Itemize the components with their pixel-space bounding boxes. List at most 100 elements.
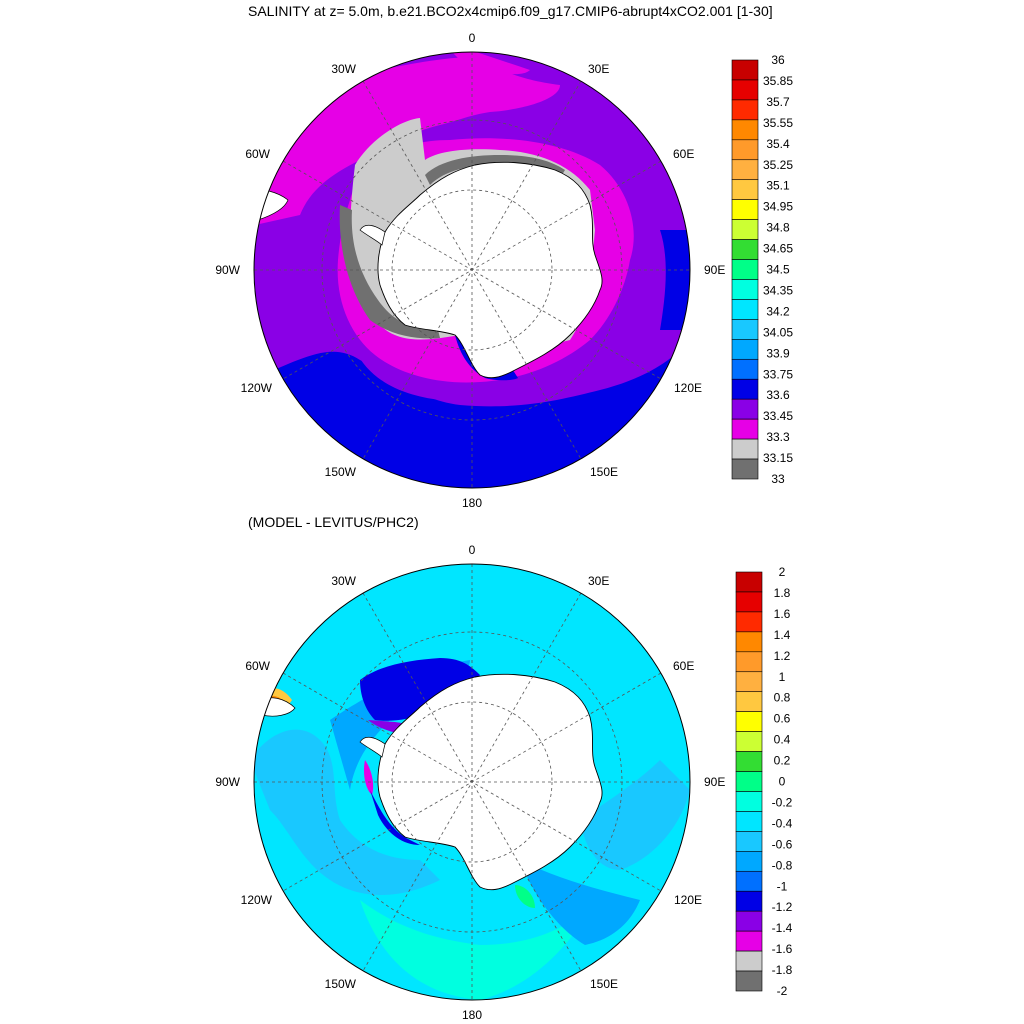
diff-fill-minus-1-6-peninsula [363,760,374,795]
graticule-diff [254,564,690,1000]
salinity-colorbar-swatch [731,378,759,400]
salinity-colorbar-tick-label: 33.75 [763,367,793,381]
ocean-fill-33-low-west [339,205,440,339]
label-120w: 120W [241,381,273,395]
difference-colorbar-tick-label: 1.4 [774,628,791,642]
ocean-fill-33-low-north [425,155,565,185]
difference-colorbar-tick-label: 1.2 [774,649,791,663]
salinity-colorbar-swatch [731,339,759,360]
ocean-fill-33-3-top [440,52,530,75]
salinity-colorbar-tick-label: 33 [771,472,785,486]
label-60w: 60W [245,147,270,161]
label-90e: 90E [704,263,725,277]
salinity-colorbar-swatch [731,199,759,220]
salinity-colorbar-tick-label: 34.35 [763,283,793,297]
salinity-colorbar-swatch [731,219,759,240]
label-90w: 90W [215,263,240,277]
salinity-colorbar-tick-label: 35.1 [766,179,790,193]
salinity-colorbar-swatch [731,438,759,460]
salinity-colorbar: 36 35.85 35.7 35.55 35.4 35.25 35.1 34.95 34.8 34… [731,53,793,486]
difference-colorbar-tick-label: -1.4 [772,921,793,935]
difference-colorbar-tick-label: -0.6 [772,837,793,851]
salinity-polar-map: 0 180 90W 90E 30W 60W 30E 60E 120W 150W … [215,31,725,510]
difference-colorbar-swatch [735,691,763,712]
ocean-fill-33-6-east [660,230,690,330]
salinity-colorbar-tick-label: 33.3 [766,430,790,444]
difference-colorbar-swatch [735,571,763,593]
label-180-diff: 180 [462,1008,482,1022]
difference-colorbar-tick-label: 2 [779,565,786,579]
difference-colorbar-tick-label: 0.8 [774,691,791,705]
difference-colorbar-swatch [735,671,763,693]
label-120e-diff: 120E [674,893,702,907]
salinity-colorbar-tick-label: 35.7 [766,95,790,109]
salinity-colorbar-swatch [731,119,759,141]
map-boundary-diff [253,563,691,1001]
label-120w-diff: 120W [241,893,273,907]
difference-colorbar-swatch [735,970,763,992]
difference-title: (MODEL - LEVITUS/PHC2) [248,514,419,530]
difference-colorbar-swatch [735,811,763,832]
salinity-colorbar-swatch [731,99,759,121]
difference-colorbar-swatch [735,930,763,952]
salinity-colorbar-swatch [731,239,759,260]
salinity-colorbar-tick-label: 34.65 [763,242,793,256]
difference-colorbar-swatch [735,771,763,792]
difference-colorbar-tick-label: -1 [777,879,788,893]
salinity-colorbar-swatch [731,79,759,101]
salinity-colorbar-tick-label: 35.55 [763,116,793,130]
difference-colorbar-tick-label: -1.6 [772,942,793,956]
difference-colorbar-swatch [735,751,763,772]
diff-fill-minus-0-2-south [360,900,590,1000]
salinity-colorbar-tick-label: 33.6 [766,388,790,402]
main-title: SALINITY at z= 5.0m, b.e21.BCO2x4cmip6.f… [248,3,773,19]
salinity-colorbar-swatch [731,398,759,420]
difference-colorbar-tick-label: 0.4 [774,733,791,747]
salinity-colorbar-tick-label: 34.05 [763,325,793,339]
diff-fill-minus-0-6-east [580,760,690,870]
diff-fill-minus-1-2-weddell [360,658,480,721]
ocean-fill-33-6-south [254,330,690,488]
salinity-colorbar-swatch [731,179,759,200]
label-150e: 150E [590,465,618,479]
salinity-colorbar-tick-label: 33.15 [763,451,793,465]
salinity-colorbar-swatch [731,139,759,161]
difference-colorbar: 2 1.8 1.6 1.4 1.2 1 0.8 0.6 0.4 0.2 0 -0.2 -0.4 -0.6 -… [735,565,793,998]
difference-colorbar-swatch [735,950,763,972]
salinity-colorbar-swatch [731,319,759,340]
salinity-colorbar-swatch [731,279,759,300]
salinity-colorbar-tick-label: 34.95 [763,200,793,214]
salinity-colorbar-tick-label: 34.2 [766,304,790,318]
label-0-diff: 0 [469,543,476,557]
label-30e-diff: 30E [588,574,609,588]
label-90w-diff: 90W [215,775,240,789]
label-30e: 30E [588,62,609,76]
label-30w: 30W [331,62,356,76]
difference-colorbar-swatch [735,791,763,812]
difference-colorbar-tick-label: 0.2 [774,754,791,768]
salinity-colorbar-tick-label: 36 [771,53,785,67]
difference-colorbar-swatch [735,870,763,892]
salinity-colorbar-tick-label: 33.9 [766,346,790,360]
label-0: 0 [469,31,476,45]
difference-colorbar-swatch [735,611,763,633]
salinity-colorbar-swatch [731,299,759,320]
salinity-colorbar-tick-label: 34.8 [766,221,790,235]
difference-colorbar-tick-label: 0.6 [774,712,791,726]
salinity-colorbar-tick-label: 35.4 [766,137,790,151]
salinity-colorbar-swatch [731,59,759,81]
difference-colorbar-swatch [735,890,763,912]
difference-colorbar-tick-label: 1.8 [774,586,791,600]
salinity-colorbar-tick-label: 35.85 [763,74,793,88]
label-30w-diff: 30W [331,574,356,588]
difference-polar-map: 0 180 90W 90E 30W 60W 30E 60E 120W 150W … [215,543,725,1022]
difference-colorbar-tick-label: -0.2 [772,795,793,809]
diff-fill-0-coast-patch [515,885,535,908]
diff-fill-minus-1-2-west [370,790,420,845]
label-90e-diff: 90E [704,775,725,789]
salinity-colorbar-tick-label: 35.25 [763,158,793,172]
difference-colorbar-tick-label: -1.8 [772,963,793,977]
diff-fill-minus-0-6-west [254,729,440,895]
difference-colorbar-tick-label: 0 [779,775,786,789]
